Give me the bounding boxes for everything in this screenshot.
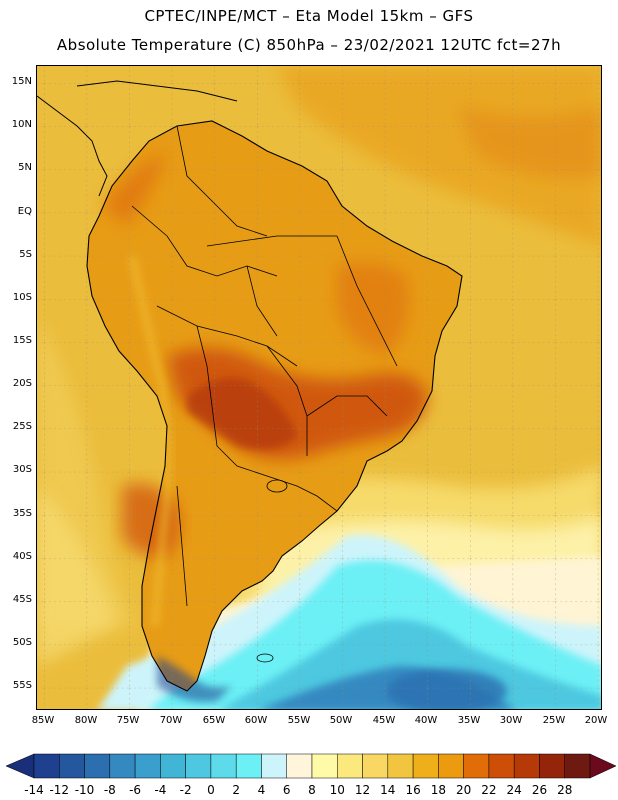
colorbar-cell	[438, 753, 464, 779]
colorbar-cell	[84, 753, 111, 779]
colorbar-tick-label: -8	[103, 783, 116, 797]
map-canvas	[37, 66, 601, 709]
colorbar-cell	[261, 753, 287, 779]
colorbar-cell	[59, 753, 85, 779]
colorbar-tick-label: 16	[405, 783, 421, 797]
lon-label: 75W	[116, 715, 140, 726]
lat-label: 5S	[19, 249, 32, 260]
colorbar-tick-label: 22	[481, 783, 497, 797]
lat-label: 30S	[12, 464, 32, 475]
title-line-1: CPTEC/INPE/MCT – Eta Model 15km – GFS	[144, 7, 474, 25]
lat-label: 10S	[12, 292, 32, 303]
lon-label: 20W	[584, 715, 608, 726]
lon-label: 60W	[244, 715, 268, 726]
lat-label: 50S	[12, 637, 32, 648]
colorbar-under-triangle	[5, 753, 35, 779]
lon-label: 40W	[414, 715, 438, 726]
colorbar-cell	[235, 753, 262, 779]
lat-label: 45S	[12, 594, 32, 605]
lat-lon-grid	[37, 66, 601, 709]
colorbar	[5, 753, 617, 779]
colorbar-tick-label: 8	[308, 783, 316, 797]
lat-label: 55S	[12, 680, 32, 691]
colorbar-tick-label: 24	[506, 783, 522, 797]
colorbar-tick-label: 12	[354, 783, 371, 797]
lat-label: 40S	[12, 551, 32, 562]
colorbar-cell	[387, 753, 414, 779]
colorbar-over-triangle	[589, 753, 617, 779]
colorbar-cell	[210, 753, 237, 779]
lon-label: 85W	[31, 715, 55, 726]
lon-label: 55W	[287, 715, 311, 726]
colorbar-cell	[337, 753, 363, 779]
lon-label: 35W	[457, 715, 481, 726]
colorbar-cell	[564, 753, 591, 779]
colorbar-cell	[513, 753, 540, 779]
lon-label: 70W	[159, 715, 183, 726]
colorbar-tick-label: 20	[455, 783, 472, 797]
colorbar-tick-label: 10	[329, 783, 345, 797]
colorbar-tick-label: -14	[24, 783, 44, 797]
colorbar-cell	[160, 753, 186, 779]
colorbar-tick-label: -6	[129, 783, 142, 797]
lat-label: 10N	[11, 119, 32, 130]
colorbar-cell	[539, 753, 565, 779]
colorbar-tick-label: -12	[49, 783, 70, 797]
colorbar-tick-label: 18	[430, 783, 446, 797]
colorbar-tick-label: 28	[557, 783, 573, 797]
lat-label: 35S	[12, 508, 32, 519]
colorbar-tick-label: -4	[154, 783, 167, 797]
country-borders	[131, 125, 398, 607]
lon-label: 25W	[542, 715, 566, 726]
falklands-marker	[256, 653, 274, 663]
lon-label: 30W	[499, 715, 523, 726]
temperature-map	[36, 65, 602, 710]
colorbar-tick-label: 4	[257, 783, 266, 797]
colorbar-tick-label: 2	[232, 783, 240, 797]
title-line-2: Absolute Temperature (C) 850hPa – 23/02/…	[56, 36, 562, 54]
lat-label: EQ	[17, 206, 32, 217]
colorbar-tick-label: 14	[380, 783, 396, 797]
lon-label: 65W	[202, 715, 226, 726]
lon-label: 45W	[372, 715, 396, 726]
colorbar-cell	[412, 753, 439, 779]
colorbar-tick-label: 26	[531, 783, 548, 797]
lat-label: 25S	[12, 421, 32, 432]
colorbar-cell	[362, 753, 389, 779]
lon-label: 50W	[329, 715, 353, 726]
coastline	[86, 120, 463, 692]
colorbar-cell	[311, 753, 338, 779]
lat-label: 15N	[11, 76, 32, 87]
lake-marker	[266, 479, 288, 493]
lon-label: 80W	[74, 715, 98, 726]
colorbar-tick-label: -10	[74, 783, 95, 797]
colorbar-tick-label: 6	[282, 783, 291, 797]
colorbar-tick-label: 0	[207, 783, 215, 797]
lat-label: 20S	[12, 378, 32, 389]
colorbar-cell	[185, 753, 212, 779]
colorbar-cell	[488, 753, 515, 779]
colorbar-tick-label: -2	[179, 783, 192, 797]
colorbar-cell	[286, 753, 313, 779]
colorbar-cell	[463, 753, 490, 779]
colorbar-cell	[134, 753, 161, 779]
lat-label: 15S	[12, 335, 32, 346]
central-america-coast	[37, 80, 238, 197]
lat-label: 5N	[18, 162, 32, 173]
colorbar-cell	[109, 753, 136, 779]
colorbar-cell	[33, 753, 60, 779]
